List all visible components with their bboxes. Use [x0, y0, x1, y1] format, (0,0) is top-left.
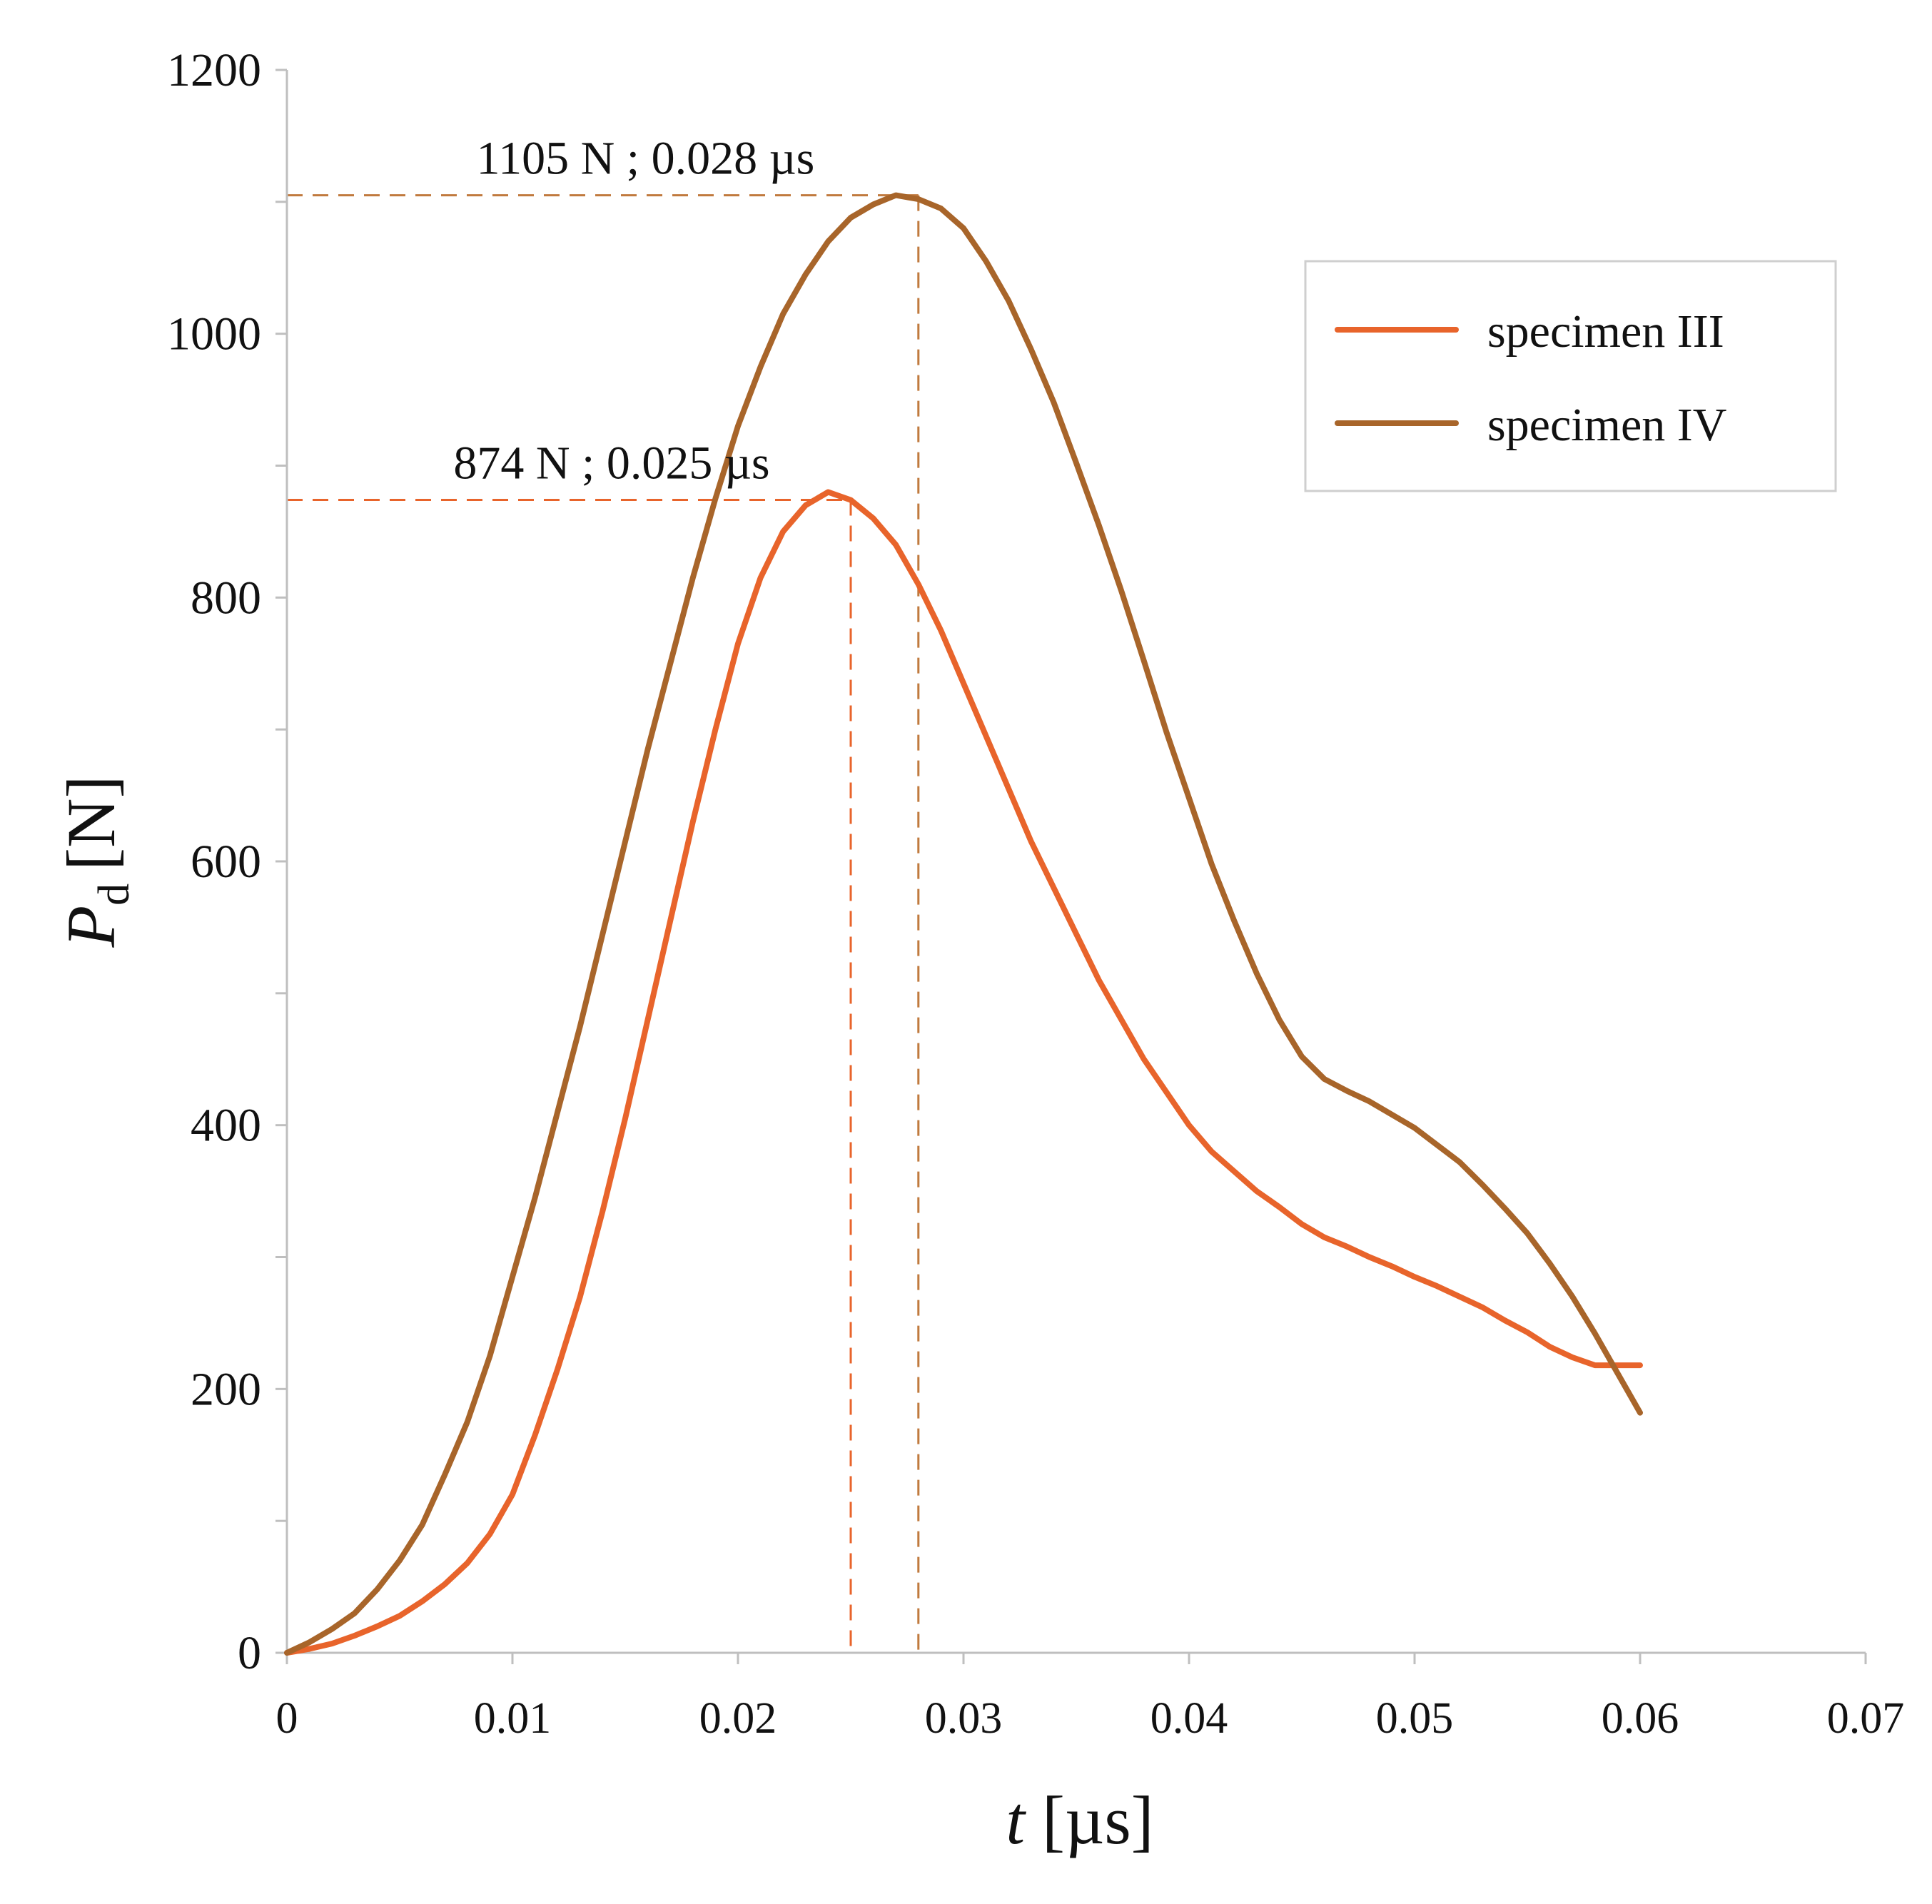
y-tick-label: 0 [238, 1627, 261, 1679]
series-layer [284, 192, 1643, 1656]
y-tick-label: 800 [191, 572, 261, 624]
legend: specimen III specimen IV [1304, 260, 1837, 492]
x-tick-label: 0.04 [1150, 1694, 1228, 1743]
x-tick-label: 0.02 [699, 1694, 777, 1743]
legend-label-specimen-iv: specimen IV [1487, 399, 1726, 451]
y-tick-label: 400 [191, 1100, 261, 1152]
y-axis-title: Pd [N] [53, 776, 138, 948]
x-axis-unit: [µs] [1042, 1782, 1154, 1858]
peak-annotation-specimen-iii: 874 N ; 0.025 µs [453, 437, 769, 490]
y-tick-label: 1000 [167, 308, 261, 360]
x-axis-title: t [µs] [1006, 1782, 1153, 1858]
x-tick-label: 0.06 [1602, 1694, 1679, 1743]
legend-box [1304, 260, 1837, 492]
y-tick-label: 200 [191, 1363, 261, 1415]
x-axis-symbol: t [1006, 1782, 1026, 1858]
x-tick-label: 0.03 [925, 1694, 1003, 1743]
x-axis-ticks: 0 0.01 0.02 0.03 0.04 0.05 0.06 0.07 [276, 1653, 1905, 1743]
x-tick-label: 0.01 [474, 1694, 552, 1743]
x-tick-label: 0 [276, 1694, 298, 1743]
series-line-specimen-iii [284, 489, 1643, 1656]
x-tick-label: 0.07 [1827, 1694, 1905, 1743]
y-axis-subscript: d [90, 883, 138, 906]
y-axis-ticks: 0 200 400 600 800 1000 1200 [167, 44, 287, 1679]
legend-label-specimen-iii: specimen III [1487, 305, 1724, 358]
peak-annotations: 1105 N ; 0.028 µs 874 N ; 0.025 µs [453, 133, 814, 490]
y-tick-label: 1200 [167, 44, 261, 96]
peak-annotation-specimen-iv: 1105 N ; 0.028 µs [477, 133, 815, 185]
y-axis-title-text: Pd [N] [53, 776, 138, 948]
series-line-specimen-iv [284, 192, 1643, 1656]
x-tick-label: 0.05 [1376, 1694, 1454, 1743]
y-axis-unit: [N] [53, 776, 129, 871]
peak-reference-lines [287, 194, 920, 1653]
y-tick-label: 600 [191, 836, 261, 888]
y-axis-symbol: P [53, 906, 129, 948]
